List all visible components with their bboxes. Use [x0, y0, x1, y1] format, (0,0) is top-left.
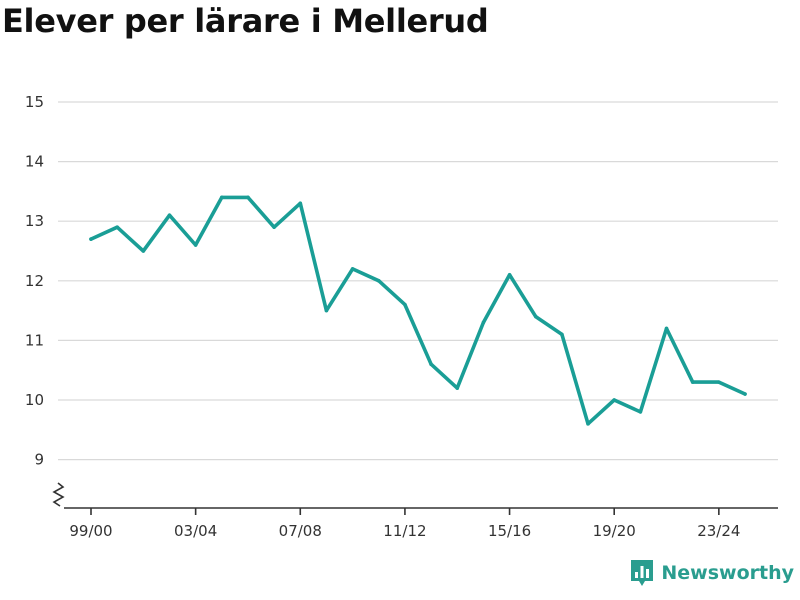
gridlines [58, 101, 778, 461]
data-point [507, 273, 512, 277]
newsworthy-logo-icon [631, 560, 654, 586]
data-point [324, 308, 329, 313]
data-point [193, 243, 198, 247]
y-tick-label: 9 [34, 451, 44, 469]
data-point [298, 201, 303, 206]
data-point [612, 398, 616, 402]
data-point [586, 422, 590, 426]
y-tick-label: 15 [25, 93, 44, 111]
chart-title: Elever per lärare i Mellerud [2, 2, 489, 40]
data-point [376, 279, 381, 283]
data-point [638, 410, 643, 414]
axes [52, 482, 778, 509]
y-axis-ticks: 9 10 11 12 13 14 15 [25, 93, 44, 469]
data-point [141, 249, 146, 253]
data-point [272, 225, 276, 229]
y-tick-label: 10 [25, 391, 44, 409]
data-point [167, 213, 172, 218]
y-tick-label: 12 [25, 272, 44, 290]
x-tick-label: 11/12 [383, 522, 426, 540]
data-point [481, 320, 486, 325]
data-point [246, 195, 250, 200]
data-point [690, 380, 695, 384]
data-point [664, 326, 669, 331]
axis-break-icon [52, 482, 65, 507]
data-point [89, 237, 93, 241]
x-tick-label: 07/08 [279, 522, 322, 540]
series-layer [89, 195, 747, 426]
x-tick-label: 99/00 [69, 522, 112, 540]
data-point [743, 392, 747, 396]
x-tick-label: 15/16 [488, 522, 531, 540]
data-point [350, 267, 355, 271]
data-point [429, 362, 433, 367]
data-point [220, 195, 224, 200]
data-point [403, 302, 407, 307]
data-point [560, 332, 564, 337]
y-tick-label: 13 [25, 212, 44, 230]
x-tick-label: 03/04 [174, 522, 217, 540]
data-point [717, 380, 721, 384]
y-tick-label: 14 [25, 153, 44, 171]
brand-logo: Newsworthy [629, 558, 794, 588]
x-tick-label: 19/20 [593, 522, 636, 540]
y-tick-label: 11 [25, 331, 44, 349]
x-axis-ticks: 99/00 03/04 07/08 11/12 15/16 19/20 23/24 [69, 508, 740, 540]
series-line [89, 195, 747, 426]
data-point [533, 314, 538, 319]
data-point [115, 225, 119, 229]
brand-name: Newsworthy [661, 562, 794, 584]
data-point [455, 386, 460, 390]
x-tick-label: 23/24 [697, 522, 740, 540]
